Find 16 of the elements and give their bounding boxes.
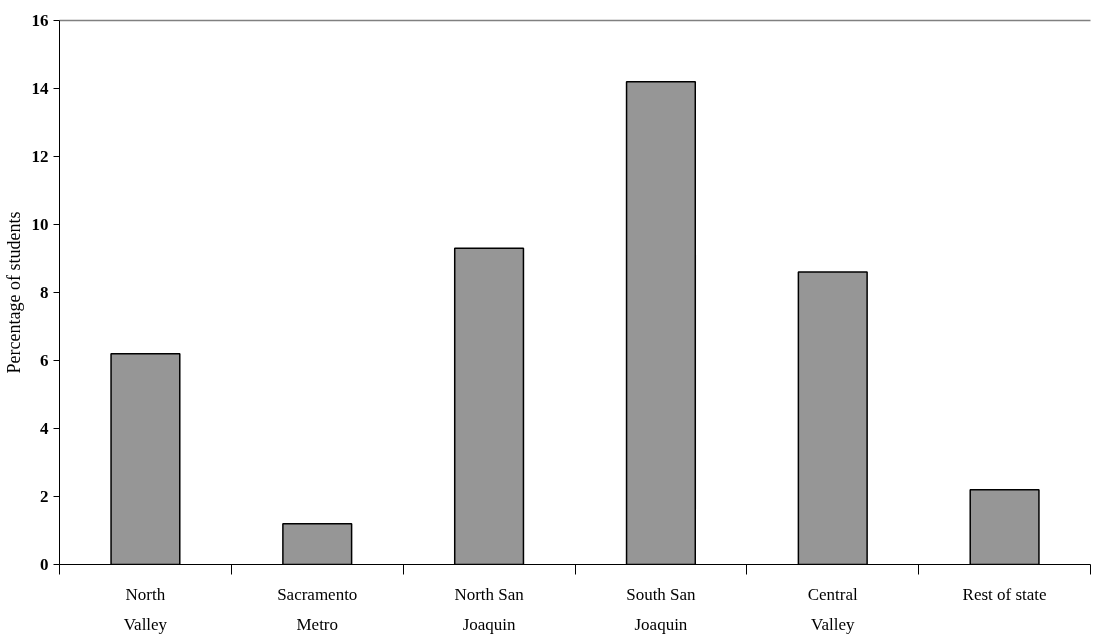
y-tick-label: 0 — [40, 555, 49, 574]
x-tick-label: North San Joaquin — [454, 584, 525, 634]
y-tick-label: 4 — [40, 419, 49, 438]
y-tick-label: 12 — [31, 147, 49, 166]
y-tick-label: 8 — [40, 283, 49, 302]
y-tick-label: 2 — [40, 487, 49, 506]
y-tick-label: 6 — [40, 351, 49, 370]
y-axis-title: Percentage of students — [3, 211, 24, 374]
y-tick-label: 16 — [31, 11, 49, 30]
x-tick-label: Central Valley — [807, 584, 859, 634]
x-tick-label: Sacramento Metro — [277, 584, 358, 634]
y-tick-label: 10 — [31, 215, 49, 234]
x-tick-label: South San Joaquin — [626, 584, 697, 634]
x-tick-label: Rest of state — [962, 584, 1047, 604]
x-tick-label: North Valley — [123, 584, 168, 634]
y-tick-label: 14 — [31, 79, 49, 98]
